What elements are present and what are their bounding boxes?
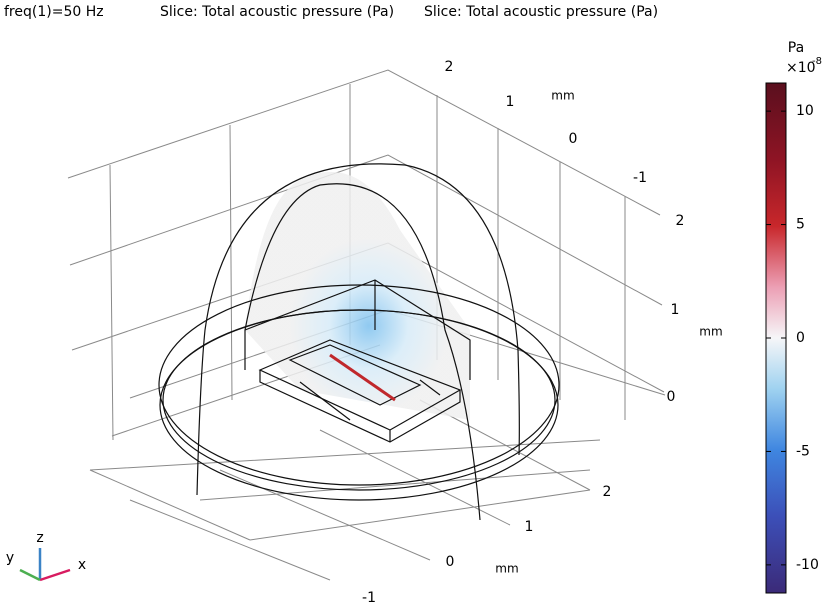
colorbar-tick-label: 5	[796, 217, 805, 233]
axis-tick-label: -1	[362, 590, 376, 606]
colorbar-tick-label: -10	[796, 557, 819, 573]
slice-title: Slice: Total acoustic pressure (Pa)	[160, 4, 394, 20]
colorbar-exponent: -8	[812, 56, 822, 67]
axis-unit: mm	[551, 89, 574, 103]
slice-title: Slice: Total acoustic pressure (Pa)	[424, 4, 658, 20]
geometry	[158, 163, 560, 521]
colorbar-tick-label: -5	[796, 443, 810, 459]
header-label: freq(1)=50 Hz	[4, 4, 104, 20]
colorbar-tick-label: 10	[796, 103, 814, 119]
axis-tick-label: 1	[525, 519, 534, 535]
triad-label: z	[36, 530, 43, 546]
triad-label: x	[78, 557, 86, 573]
axis-unit: mm	[495, 562, 518, 576]
colorbar-multiplier: ×10	[786, 60, 816, 76]
colorbar-tick-label: 0	[796, 330, 805, 346]
colorbar-unit: Pa	[788, 40, 804, 56]
triad-label: y	[6, 550, 14, 566]
axis-tick-label: 1	[506, 94, 515, 110]
axis-tick-label: 0	[569, 131, 578, 147]
axis-tick-label: 2	[445, 59, 454, 75]
axis-tick-label: -1	[633, 170, 647, 186]
axis-unit: mm	[699, 325, 722, 339]
axis-tick-label: 2	[676, 213, 685, 229]
axis-tick-label: 0	[446, 554, 455, 570]
axis-tick-label: 1	[671, 302, 680, 318]
axis-tick-label: 2	[603, 484, 612, 500]
axis-tick-label: 0	[667, 389, 676, 405]
triad: z x y	[6, 530, 86, 582]
